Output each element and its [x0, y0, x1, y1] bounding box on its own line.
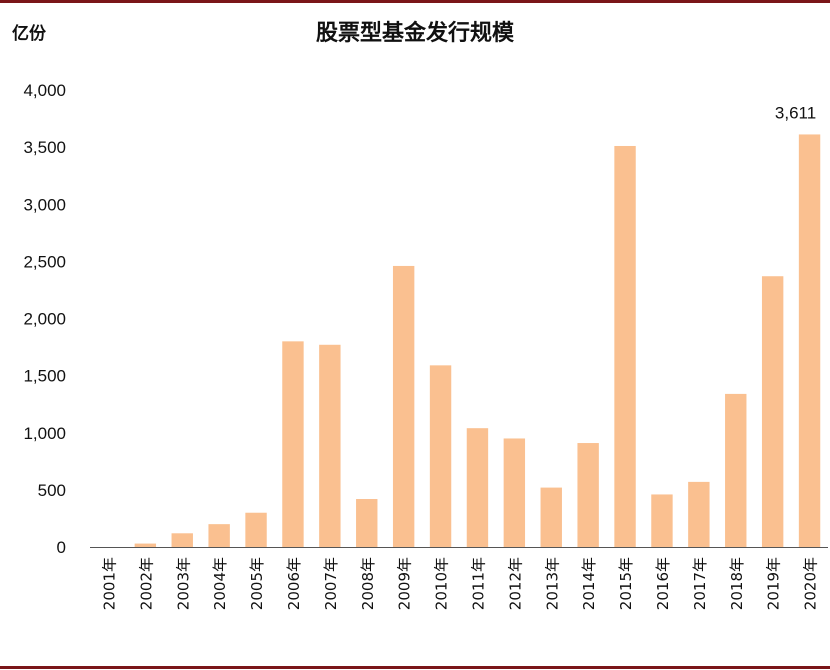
- x-tick-label: 2014年: [580, 557, 598, 610]
- x-tick-label: 2010年: [433, 557, 451, 610]
- y-tick-label: 2,000: [23, 310, 66, 329]
- bar: [134, 543, 157, 547]
- y-tick-label: 2,500: [23, 252, 66, 271]
- x-axis-tick-labels: 2001年 2002年 2003年 2004年 2005年 2006年 2007年 2008年…: [100, 557, 819, 610]
- x-tick-label: 2020年: [802, 557, 820, 610]
- top-border: [0, 0, 830, 3]
- y-tick-label: 3,000: [23, 195, 66, 214]
- x-tick-label: 2002年: [137, 557, 155, 610]
- bar: [577, 443, 599, 547]
- x-tick-label: 2005年: [248, 557, 266, 610]
- bar: [614, 145, 636, 548]
- bar: [245, 512, 267, 547]
- bar: [392, 265, 415, 547]
- bar: [688, 481, 710, 547]
- bar: [651, 494, 673, 547]
- x-tick-label: 2004年: [211, 557, 229, 610]
- x-tick-label: 2006年: [285, 557, 303, 610]
- bar: [540, 487, 562, 547]
- y-tick-label: 0: [57, 538, 66, 557]
- bar: [761, 276, 784, 547]
- y-tick-label: 1,000: [23, 424, 66, 443]
- bar: [356, 499, 378, 547]
- bar: [725, 393, 747, 547]
- bar: [282, 341, 304, 547]
- bar: [208, 524, 230, 547]
- bar: [319, 344, 341, 547]
- x-tick-label: 2019年: [765, 557, 783, 610]
- y-axis-ticks: 0 500 1,000 1,500 2,000 2,500 3,000 3,500 4,000: [23, 81, 66, 557]
- data-labels: 3,611: [775, 103, 816, 122]
- x-tick-label: 2013年: [543, 557, 561, 610]
- y-tick-label: 3,500: [23, 138, 66, 157]
- x-tick-label: 2011年: [469, 557, 487, 610]
- y-tick-label: 1,500: [23, 367, 66, 386]
- y-tick-label: 500: [38, 481, 66, 500]
- x-tick-label: 2008年: [359, 557, 377, 610]
- bar: [798, 134, 821, 548]
- chart-title: 股票型基金发行规模: [315, 20, 514, 46]
- x-tick-label: 2003年: [174, 557, 192, 610]
- x-tick-label: 2009年: [396, 557, 414, 610]
- data-label: 3,611: [775, 103, 816, 122]
- x-tick-label: 2001年: [100, 557, 118, 610]
- x-tick-label: 2018年: [728, 557, 746, 610]
- x-tick-label: 2015年: [617, 557, 635, 610]
- y-tick-label: 4,000: [23, 81, 66, 100]
- x-tick-label: 2012年: [506, 557, 524, 610]
- bottom-border: [0, 666, 830, 669]
- bars: [134, 134, 821, 548]
- x-tick-label: 2016年: [654, 557, 672, 610]
- bar: [171, 533, 193, 547]
- x-tick-label: 2017年: [691, 557, 709, 610]
- bar: [503, 438, 526, 547]
- bar: [466, 428, 489, 547]
- bar: [429, 365, 452, 547]
- x-tick-label: 2007年: [322, 557, 340, 610]
- y-axis-unit-label: 亿份: [12, 24, 46, 44]
